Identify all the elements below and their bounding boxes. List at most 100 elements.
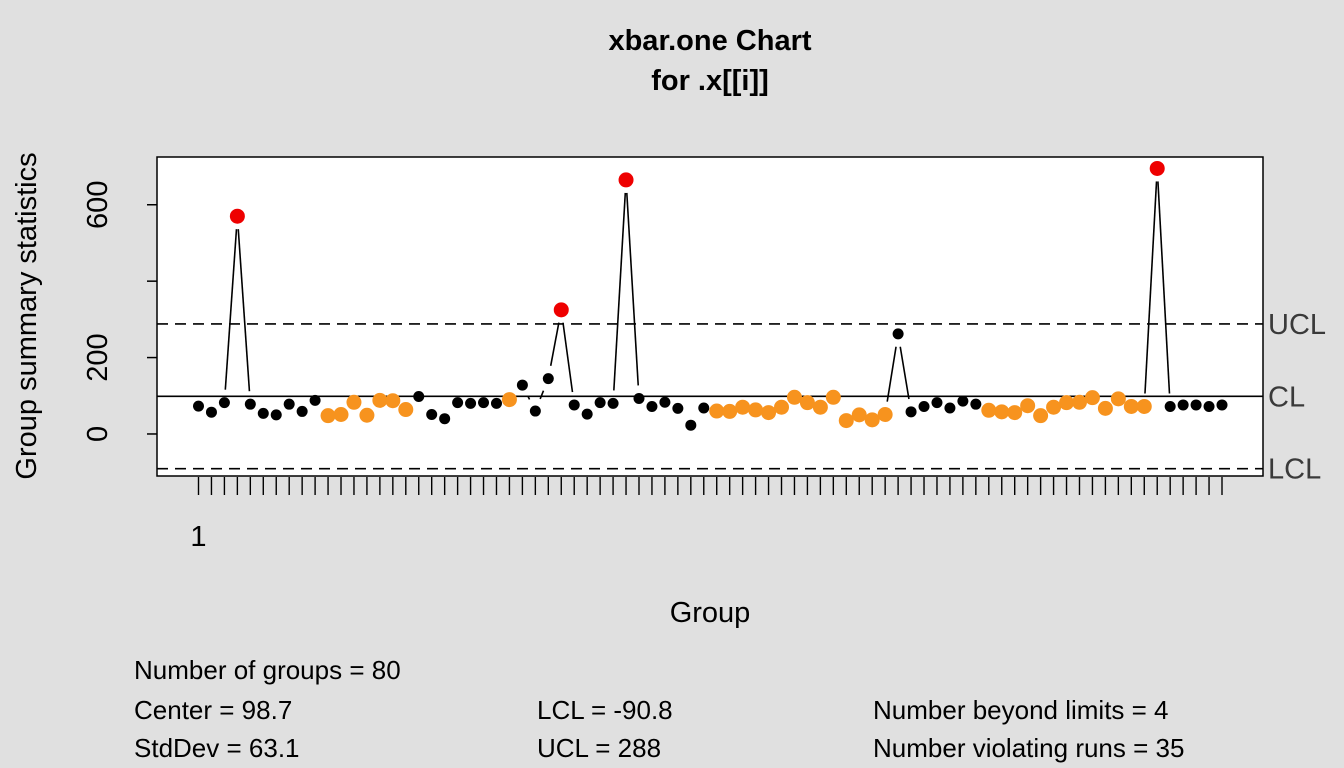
- data-point-violating-run: [1059, 395, 1075, 411]
- data-point-violating-run: [838, 413, 854, 429]
- data-point-violating-run: [333, 406, 349, 422]
- data-point-normal: [529, 405, 541, 417]
- data-point-violating-run: [1123, 398, 1139, 414]
- stat-ucl: UCL = 288: [537, 733, 662, 763]
- data-point-normal: [452, 397, 464, 409]
- connector-segment: [1157, 181, 1171, 394]
- data-point-violating-run: [1046, 399, 1062, 415]
- data-point-normal: [892, 328, 904, 340]
- data-point-normal: [205, 406, 217, 418]
- connector-segment: [527, 396, 531, 400]
- data-point-violating-run: [786, 389, 802, 405]
- data-point-violating-run: [1071, 394, 1087, 410]
- connector-segment: [626, 192, 640, 386]
- data-point-violating-run: [1097, 400, 1113, 416]
- connector-segment: [613, 192, 627, 391]
- data-point-normal: [1164, 400, 1176, 412]
- data-point-violating-run: [320, 408, 336, 424]
- data-point-violating-run: [385, 393, 401, 409]
- data-point-violating-run: [774, 399, 790, 415]
- data-point-normal: [581, 408, 593, 420]
- data-point-normal: [270, 409, 282, 421]
- data-point-violating-run: [1136, 398, 1152, 414]
- data-point-violating-run: [1020, 398, 1036, 414]
- connector-lines: [224, 181, 1171, 402]
- data-point-normal: [931, 397, 943, 409]
- data-point-violating-run: [825, 389, 841, 405]
- data-point-normal: [944, 402, 956, 414]
- data-point-violating-run: [994, 404, 1010, 420]
- ucl-label: UCL: [1268, 309, 1326, 341]
- data-point-normal: [1203, 400, 1215, 412]
- stat-beyond-limits: Number beyond limits = 4: [873, 695, 1169, 725]
- stat-center: Center = 98.7: [134, 695, 293, 725]
- data-point-normal: [490, 397, 502, 409]
- data-point-normal: [957, 395, 969, 407]
- data-point-normal: [244, 398, 256, 410]
- data-point-normal: [478, 397, 490, 409]
- data-point-violating-run: [761, 405, 777, 421]
- data-point-normal: [646, 400, 658, 412]
- data-point-violating-run: [1007, 405, 1023, 421]
- x-axis-label: Group: [670, 597, 751, 629]
- x-tick-label: 1: [190, 521, 206, 553]
- y-axis: 0 200 600: [82, 181, 157, 442]
- data-point-normal: [633, 392, 645, 404]
- data-point-normal: [685, 419, 697, 431]
- data-point-normal: [296, 405, 308, 417]
- data-point-normal: [672, 402, 684, 414]
- data-point-normal: [542, 373, 554, 385]
- data-point-normal: [465, 397, 477, 409]
- data-point-normal: [568, 399, 580, 411]
- stat-violating-runs: Number violating runs = 35: [873, 733, 1185, 763]
- y-tick-label: 200: [82, 333, 114, 381]
- stat-stddev: StdDev = 63.1: [134, 733, 300, 763]
- lcl-label: LCL: [1268, 454, 1321, 486]
- data-point-violating-run: [851, 407, 867, 423]
- data-point-normal: [594, 397, 606, 409]
- data-point-violating-run: [359, 407, 375, 423]
- data-point-normal: [309, 394, 321, 406]
- data-point-violating-run: [501, 392, 517, 408]
- connector-segment: [539, 390, 545, 400]
- data-point-violating-run: [372, 392, 388, 408]
- data-point-normal: [659, 396, 671, 408]
- data-point-normal: [1177, 399, 1189, 411]
- data-point-normal: [918, 400, 930, 412]
- data-point-violating-run: [864, 412, 880, 428]
- data-point-violating-run: [1110, 391, 1126, 407]
- data-point-normal: [905, 406, 917, 418]
- connector-segment: [224, 229, 238, 390]
- data-point-normal: [1190, 399, 1202, 411]
- data-point-violating-run: [812, 399, 828, 415]
- data-point-normal: [1216, 399, 1228, 411]
- connector-segment: [1144, 181, 1158, 394]
- connector-segment: [237, 229, 251, 392]
- connector-segment: [549, 322, 560, 366]
- y-tick-label: 600: [82, 181, 114, 229]
- connector-segment: [886, 346, 897, 402]
- data-point-normal: [193, 400, 204, 412]
- data-point-violating-run: [877, 406, 893, 422]
- data-point-normal: [283, 398, 295, 410]
- data-point-violating-run: [1033, 408, 1049, 424]
- data-point-beyond-limits: [618, 172, 634, 188]
- limit-labels: UCL CL LCL: [1268, 309, 1326, 486]
- stat-lcl: LCL = -90.8: [537, 695, 673, 725]
- data-point-violating-run: [722, 403, 738, 419]
- data-point-beyond-limits: [229, 208, 245, 224]
- data-point-normal: [698, 402, 710, 414]
- data-point-violating-run: [748, 402, 764, 418]
- chart-subtitle: for .x[[i]]: [651, 65, 769, 97]
- connector-segment: [562, 322, 574, 393]
- data-point-violating-run: [709, 403, 725, 419]
- x-axis: 1: [190, 477, 1223, 553]
- plot-area: [156, 156, 1264, 477]
- connector-segment: [899, 346, 910, 400]
- data-point-normal: [607, 397, 619, 409]
- y-tick-label: 0: [82, 426, 114, 442]
- data-point-violating-run: [799, 395, 815, 411]
- data-point-violating-run: [1084, 390, 1100, 406]
- data-point-violating-run: [346, 394, 362, 410]
- chart-title: xbar.one Chart: [608, 25, 811, 57]
